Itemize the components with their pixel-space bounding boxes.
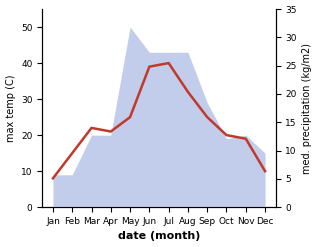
Y-axis label: max temp (C): max temp (C) bbox=[5, 74, 16, 142]
Y-axis label: med. precipitation (kg/m2): med. precipitation (kg/m2) bbox=[302, 43, 313, 174]
X-axis label: date (month): date (month) bbox=[118, 231, 200, 242]
